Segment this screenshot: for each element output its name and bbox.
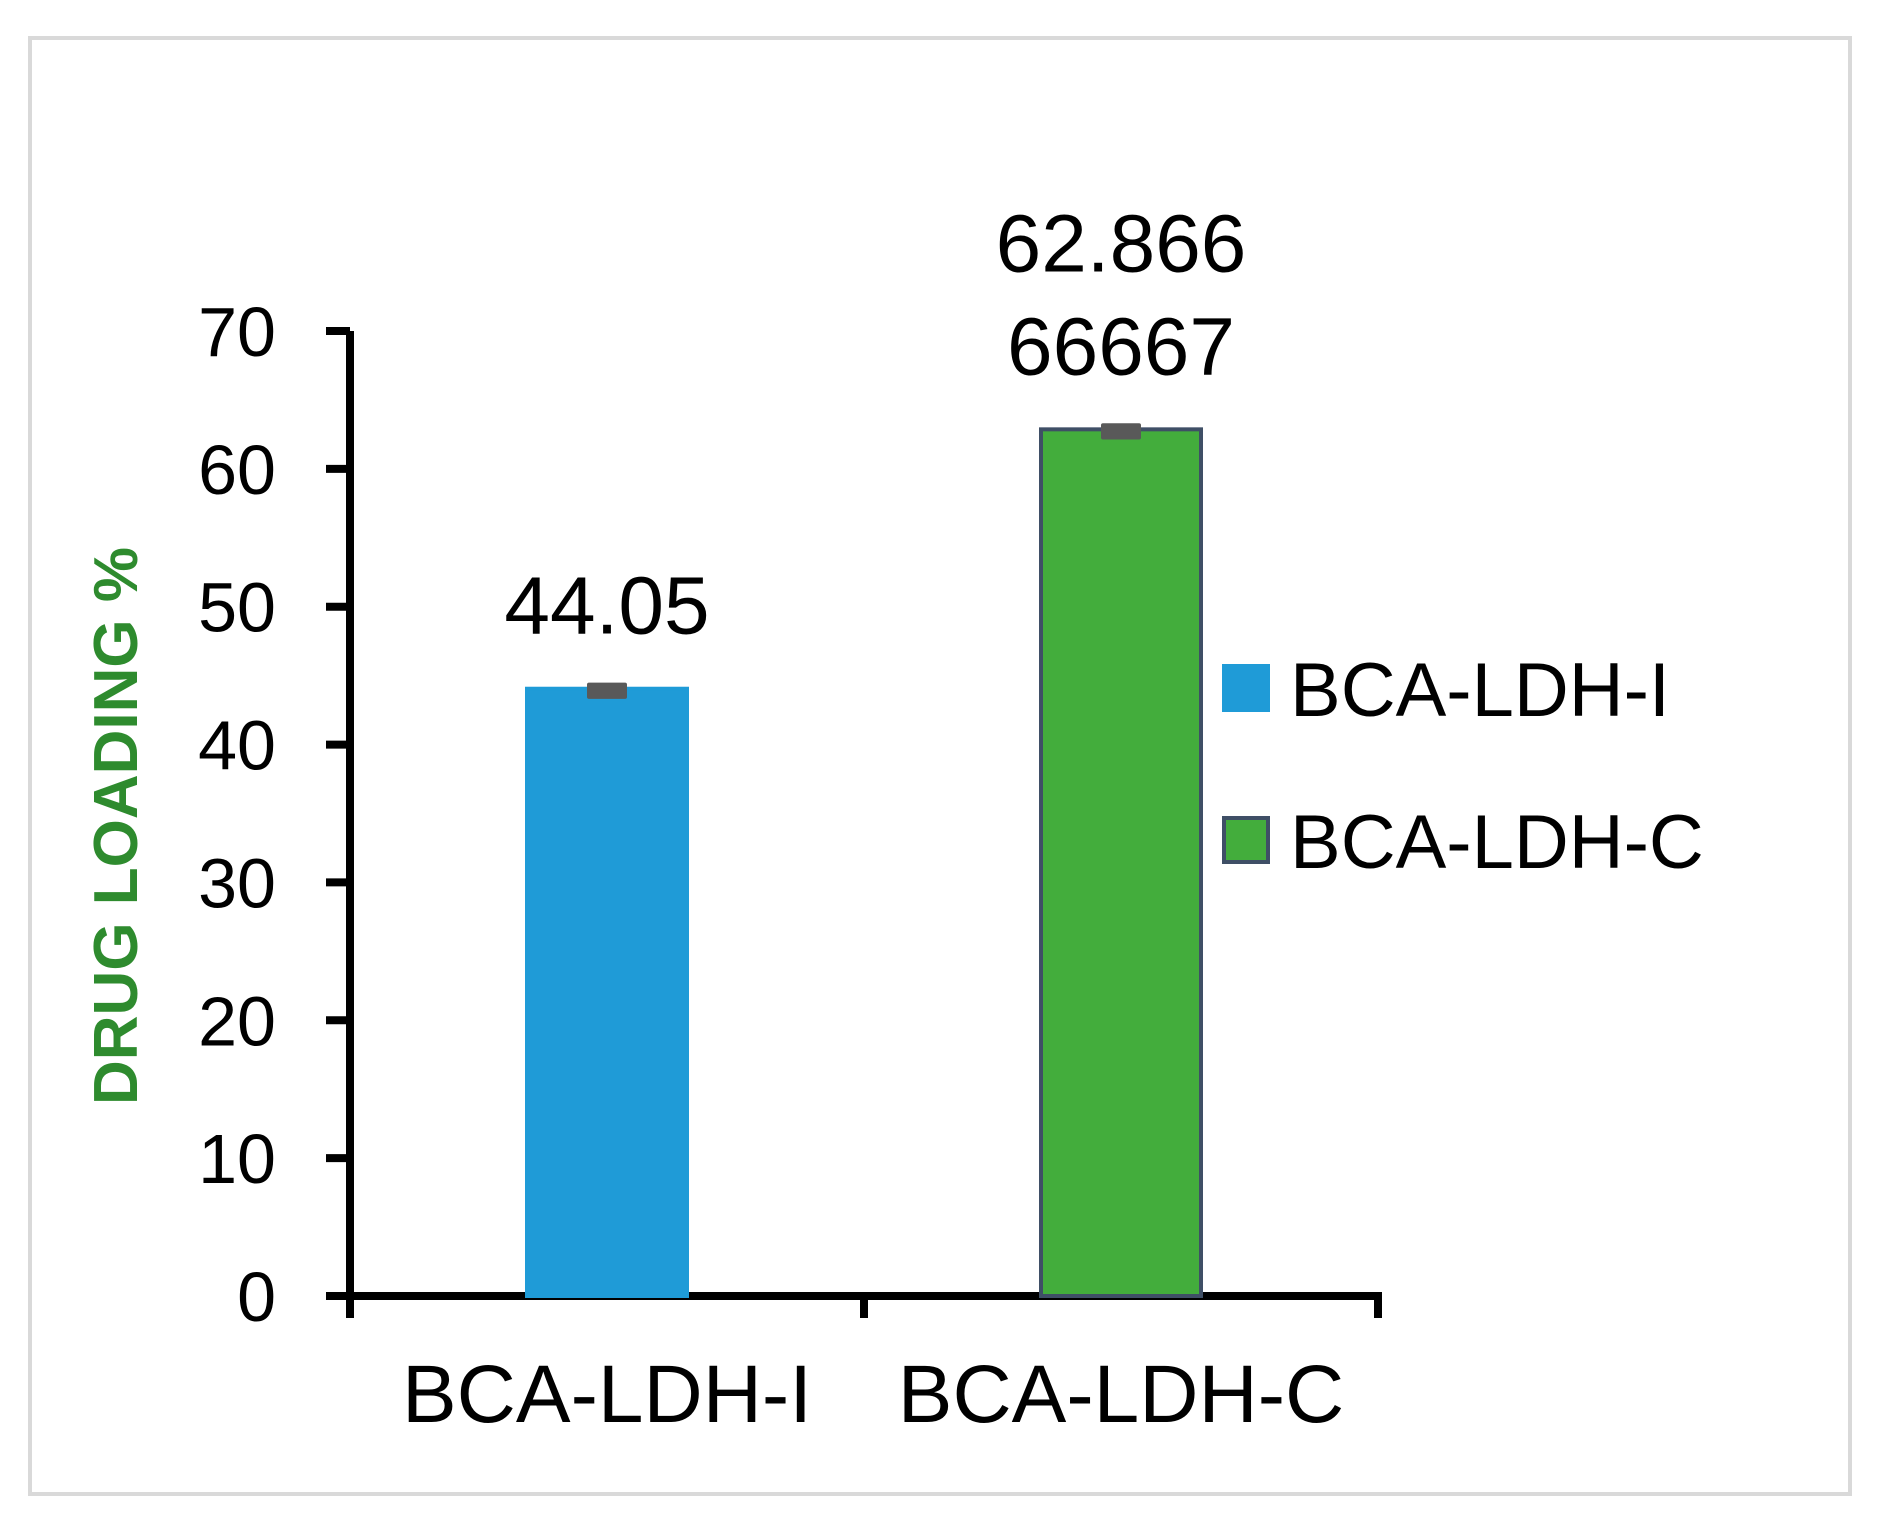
y-ticks: 0 10 20 30 40 50 60 70 (198, 293, 350, 1336)
data-label-line: 66667 (1007, 301, 1235, 392)
y-tick-label: 50 (198, 569, 276, 647)
data-label-line: 44.05 (504, 561, 709, 652)
legend-label: BCA-LDH-I (1290, 648, 1670, 733)
error-bars (587, 423, 1141, 699)
y-tick-label: 20 (198, 982, 276, 1060)
legend-swatch (1222, 664, 1270, 712)
category-label: BCA-LDH-C (898, 1349, 1344, 1440)
data-label-line: 62.866 (996, 198, 1247, 289)
y-tick-label: 10 (198, 1120, 276, 1198)
y-tick-label: 30 (198, 844, 276, 922)
data-label: 44.05 (504, 561, 709, 652)
data-labels: 44.05 62.866 66667 (504, 198, 1246, 651)
error-bar (587, 682, 627, 699)
y-axis-title: DRUG LOADING % (82, 547, 151, 1105)
legend: BCA-LDH-I BCA-LDH-C (1222, 648, 1704, 885)
y-tick-label: 0 (237, 1258, 276, 1336)
y-tick-label: 40 (198, 707, 276, 785)
bar (1039, 427, 1203, 1299)
bar (525, 686, 689, 1298)
chart-frame (28, 36, 1852, 1496)
y-tick-label: 60 (198, 431, 276, 509)
error-bar (1101, 423, 1141, 440)
category-label: BCA-LDH-I (402, 1349, 812, 1440)
y-tick-label: 70 (198, 293, 276, 371)
category-labels: BCA-LDH-I BCA-LDH-C (402, 1349, 1344, 1440)
data-label: 62.866 66667 (996, 198, 1247, 392)
bars (525, 427, 1203, 1299)
legend-label: BCA-LDH-C (1290, 800, 1704, 885)
legend-swatch (1222, 816, 1270, 864)
